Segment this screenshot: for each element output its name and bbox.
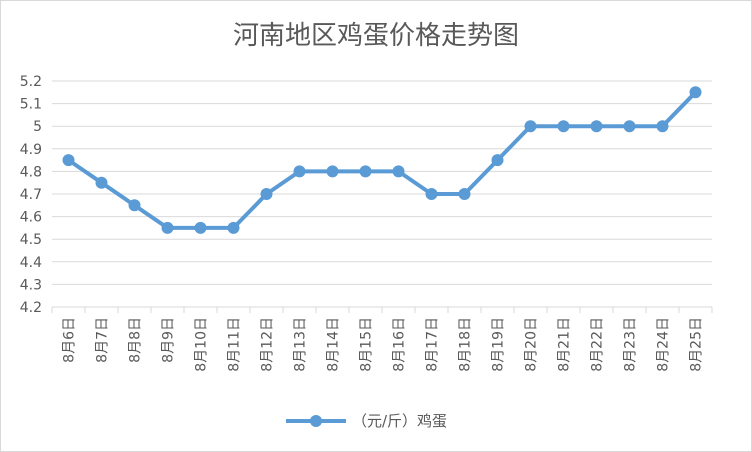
y-tick-label: 4.3 <box>20 277 42 293</box>
series-polyline <box>66 90 698 230</box>
y-tick-label: 4.8 <box>20 164 42 180</box>
data-point <box>62 154 75 167</box>
x-tick-label: 8月24日 <box>656 317 672 372</box>
data-point <box>392 165 405 178</box>
y-tick-label: 4.4 <box>20 255 42 271</box>
x-tick-label: 8月20日 <box>524 317 540 372</box>
x-tick-label: 8月19日 <box>491 317 507 372</box>
data-point <box>326 165 339 178</box>
data-point <box>260 188 273 200</box>
x-tick-label: 8月13日 <box>293 317 309 372</box>
gridlines <box>52 80 712 308</box>
x-tick-label: 8月16日 <box>392 317 408 372</box>
legend-label: （元/斤）鸡蛋 <box>352 412 447 430</box>
x-tick-label: 8月22日 <box>590 317 606 372</box>
x-tick-label: 8月14日 <box>326 317 342 372</box>
data-point <box>656 120 669 133</box>
y-axis: 4.2 4.3 4.4 4.5 4.6 4.7 4.8 4.9 5 5.1 5.2 <box>20 74 42 316</box>
y-tick-label: 4.7 <box>20 187 42 203</box>
data-point <box>425 188 438 200</box>
x-tick-label: 8月9日 <box>161 317 177 363</box>
data-point <box>689 86 702 99</box>
chart-title: 河南地区鸡蛋价格走势图 <box>233 21 519 51</box>
x-tick-label: 8月18日 <box>458 317 474 372</box>
x-tick-label: 8月7日 <box>95 317 111 363</box>
y-tick-label: 4.5 <box>20 232 42 248</box>
x-tick-label: 8月21日 <box>557 317 573 372</box>
data-point <box>458 188 471 200</box>
x-tick-label: 8月12日 <box>260 317 276 372</box>
data-point <box>623 120 636 133</box>
y-tick-label: 4.9 <box>20 142 42 158</box>
x-tick-label: 8月6日 <box>62 317 78 363</box>
y-tick-label: 5.2 <box>20 74 42 90</box>
data-point <box>524 120 537 133</box>
data-point <box>293 165 306 178</box>
data-point <box>194 221 207 234</box>
x-tick-label: 8月17日 <box>425 317 441 372</box>
data-point <box>557 120 570 133</box>
x-tick-label: 8月8日 <box>128 317 144 363</box>
legend: （元/斤）鸡蛋 <box>286 412 447 430</box>
x-tick-label: 8月11日 <box>227 317 243 372</box>
x-tick-label: 8月25日 <box>689 317 705 372</box>
x-tick-label: 8月10日 <box>194 317 210 372</box>
data-point <box>95 176 108 189</box>
data-point <box>227 221 240 234</box>
legend-point-marker <box>310 415 322 427</box>
x-tick-label: 8月23日 <box>623 317 639 372</box>
data-point <box>359 165 372 178</box>
y-tick-label: 5.1 <box>20 97 42 113</box>
data-point <box>590 120 603 133</box>
x-tick-label: 8月15日 <box>359 317 375 372</box>
data-point <box>161 221 174 234</box>
y-tick-label: 5 <box>33 119 42 135</box>
x-axis: 8月6日 8月7日 8月8日 8月9日 8月10日 8月11日 8月12日 8月13日 8月14… <box>51 307 713 372</box>
data-point <box>491 154 504 167</box>
y-tick-label: 4.2 <box>20 300 42 316</box>
y-tick-label: 4.6 <box>20 210 42 226</box>
data-point <box>128 199 141 212</box>
series-line <box>62 86 702 234</box>
